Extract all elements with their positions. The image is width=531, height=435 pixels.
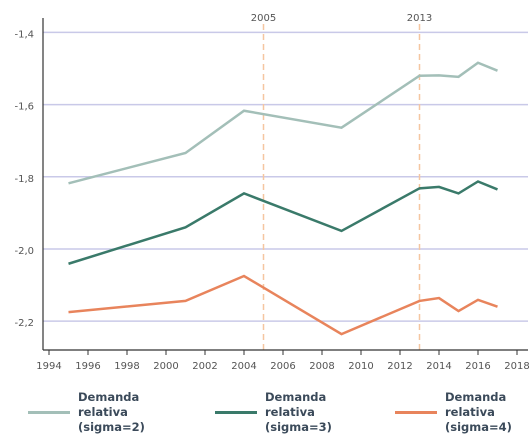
x-tick-label: 2002 [192, 361, 217, 372]
x-tick-label: 2006 [270, 361, 295, 372]
x-tick-label: 2012 [387, 361, 412, 372]
x-tick-label: 2018 [504, 361, 529, 372]
x-tick-label: 2004 [231, 361, 256, 372]
y-tick-label: -1,6 [14, 102, 34, 113]
series-line [68, 61, 498, 185]
x-tick-label: 1998 [114, 361, 139, 372]
legend-swatch [395, 411, 437, 414]
legend-item: Demanda relativa (sigma=4) [395, 390, 531, 435]
reference-label: 2013 [407, 13, 432, 24]
y-tick-label: -2,2 [14, 318, 34, 329]
reference-label: 2005 [251, 13, 276, 24]
chart: -2,2 -2,0 -1,8 -1,6 -1,4 1994 1996 1998 2000 2002… [14, 13, 529, 372]
y-tick-label: -2,0 [14, 246, 34, 257]
series-line [68, 180, 498, 265]
x-tick-label: 2008 [309, 361, 334, 372]
series-line [68, 274, 498, 336]
legend-label: Demanda relativa (sigma=2) [78, 390, 145, 434]
legend-label: Demanda relativa (sigma=4) [445, 390, 512, 434]
y-tick-label: -1,8 [14, 174, 34, 185]
page: {"chart_data": {"type": "line", "xlim": … [14, 13, 530, 434]
y-tick-label: -1,4 [14, 29, 34, 40]
legend-item: Demanda relativa (sigma=2) [28, 390, 188, 435]
legend-swatch [28, 411, 70, 414]
x-tick-label: 2016 [465, 361, 490, 372]
legend-swatch [215, 411, 257, 414]
legend-item: Demanda relativa (sigma=3) [215, 390, 375, 435]
x-tick-label: 2014 [426, 361, 451, 372]
x-tick-label: 1994 [36, 361, 61, 372]
x-tick-label: 1996 [75, 361, 100, 372]
x-tick-label: 2000 [153, 361, 178, 372]
legend-label: Demanda relativa (sigma=3) [265, 390, 332, 434]
x-tick-label: 2010 [348, 361, 373, 372]
